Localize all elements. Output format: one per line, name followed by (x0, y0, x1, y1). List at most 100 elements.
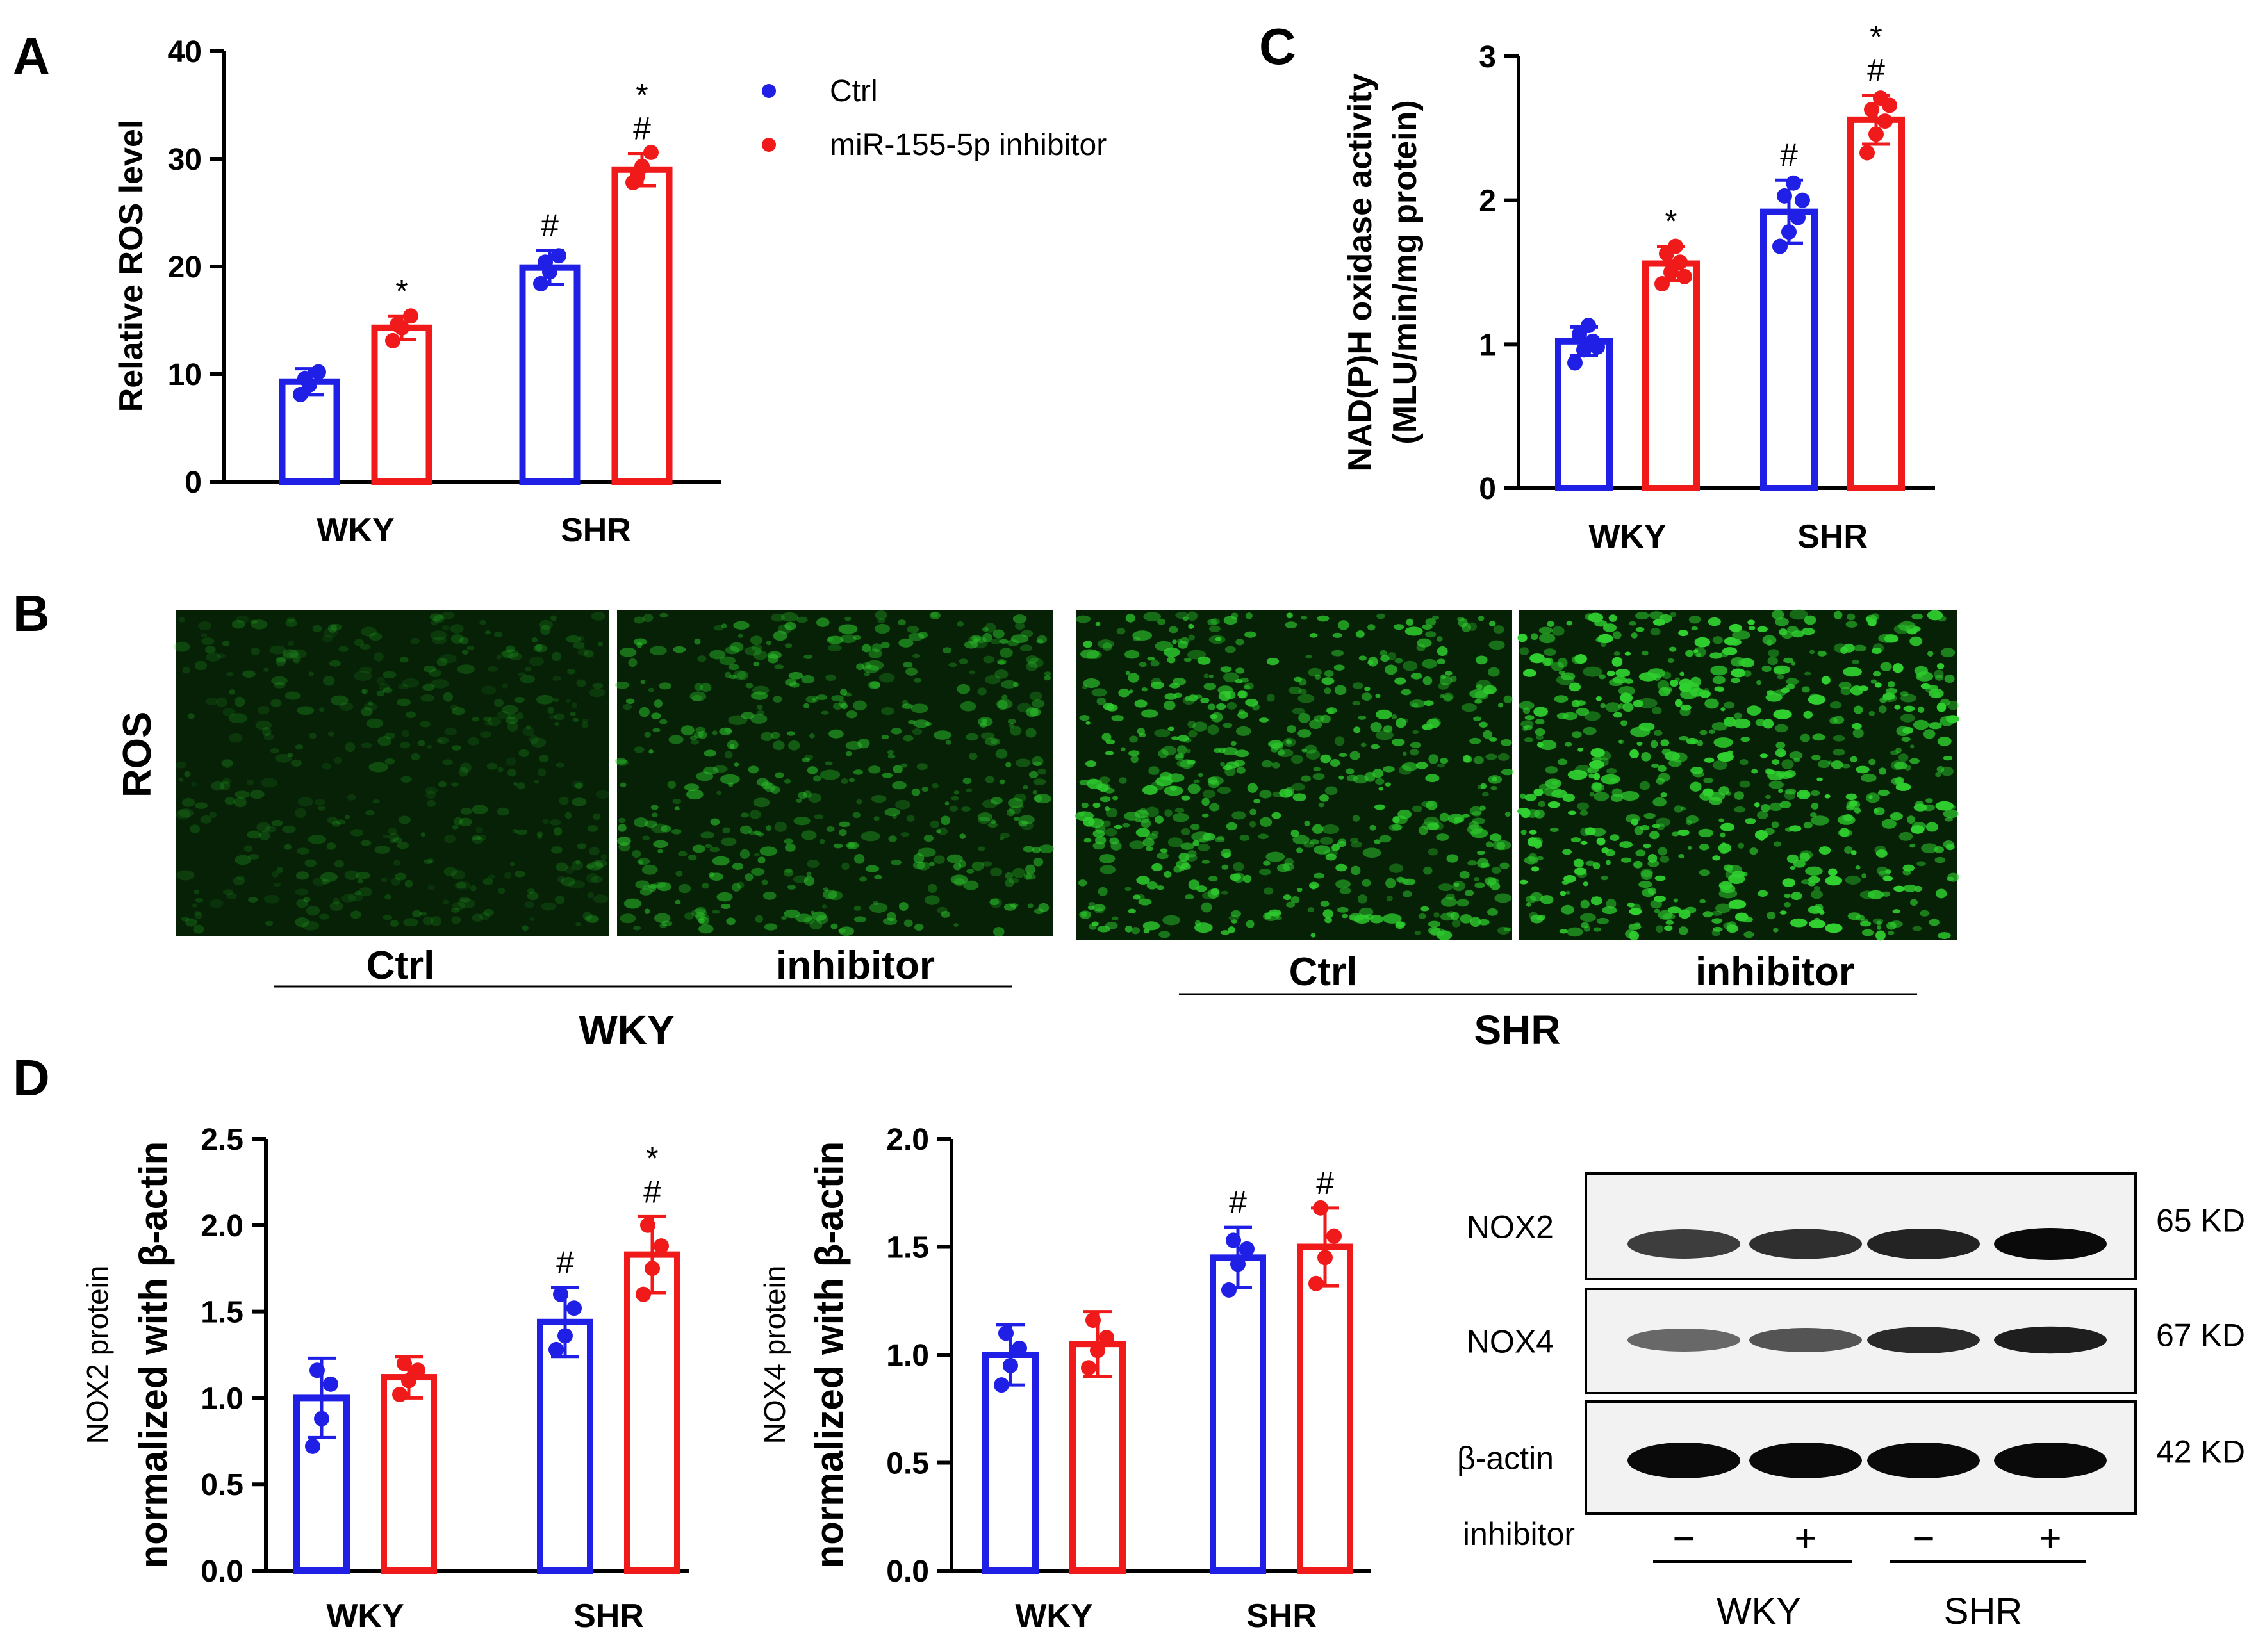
cell-mark (1167, 837, 1183, 847)
cell-mark (1380, 655, 1390, 662)
cell-mark (1829, 701, 1842, 709)
cell-mark (1810, 890, 1823, 899)
cell-mark (1739, 780, 1750, 788)
cell-mark (1767, 690, 1775, 696)
cell-mark (970, 638, 988, 649)
cell-mark (865, 865, 880, 872)
cell-mark (1141, 687, 1148, 692)
cell-mark (1378, 787, 1384, 791)
data-point (1781, 224, 1797, 240)
cell-mark (868, 681, 881, 689)
cell-mark (1146, 881, 1158, 890)
cell-mark (422, 916, 434, 926)
cell-mark (1768, 649, 1780, 657)
cell-mark (195, 897, 204, 903)
cell-mark (642, 835, 650, 840)
cell-mark (1606, 860, 1611, 865)
cell-mark (700, 683, 712, 692)
cell-mark (1092, 802, 1101, 808)
cell-mark (953, 790, 959, 795)
cell-mark (1464, 890, 1474, 896)
x-category-label: WKY (326, 1598, 404, 1635)
cell-mark (846, 751, 852, 756)
cell-mark (1124, 650, 1140, 659)
cell-mark (1158, 749, 1169, 758)
cell-mark (1290, 830, 1299, 838)
panel-letter-b: B (13, 585, 50, 642)
cell-mark (1452, 881, 1466, 892)
cell-mark (862, 664, 880, 673)
cell-mark (1923, 729, 1936, 739)
blot-band (1867, 1228, 1980, 1260)
cell-mark (216, 697, 227, 708)
cell-mark (350, 829, 364, 837)
cell-mark (1845, 793, 1857, 801)
cell-mark (1221, 930, 1230, 935)
cell-mark (1439, 675, 1453, 686)
cell-mark (1703, 777, 1713, 783)
data-point (1317, 1250, 1333, 1266)
cell-mark (1177, 735, 1189, 742)
data-point (566, 1300, 582, 1316)
cell-mark (1528, 853, 1538, 862)
cell-mark (1772, 609, 1784, 620)
cell-mark (1775, 712, 1783, 717)
cell-mark (1653, 730, 1663, 737)
cell-mark (936, 829, 941, 834)
data-point (1239, 1241, 1255, 1257)
cell-mark (275, 753, 292, 763)
cell-mark (1643, 812, 1656, 819)
cell-mark (1210, 618, 1220, 625)
treatment-mark: − (1672, 1517, 1695, 1560)
cell-mark (1428, 848, 1438, 856)
bar (1069, 1341, 1126, 1574)
cell-mark (1488, 667, 1500, 677)
cell-mark (1014, 794, 1027, 802)
cell-mark (1422, 724, 1434, 730)
cell-mark (1549, 827, 1559, 833)
cell-mark (1135, 828, 1151, 837)
cell-mark (1157, 885, 1164, 890)
cell-mark (479, 912, 490, 920)
cell-mark (859, 876, 867, 882)
cell-mark (1651, 764, 1660, 768)
cell-mark (1023, 846, 1034, 853)
cell-mark (322, 762, 331, 770)
cell-mark (1872, 643, 1884, 653)
cell-mark (764, 783, 776, 792)
cell-mark (1331, 650, 1344, 657)
cell-mark (1725, 871, 1735, 879)
cell-mark (1732, 630, 1750, 640)
cell-mark (1562, 849, 1572, 855)
cell-mark (591, 860, 603, 869)
cell-mark (1674, 805, 1683, 813)
cell-mark (1533, 839, 1542, 849)
cell-mark (1921, 843, 1938, 854)
cell-mark (1044, 675, 1051, 681)
cell-mark (916, 763, 928, 771)
cell-mark (451, 745, 462, 751)
cell-mark (577, 648, 589, 656)
cell-mark (1007, 718, 1016, 724)
cell-mark (1271, 742, 1283, 750)
cell-mark (1301, 615, 1308, 620)
cell-mark (442, 899, 449, 905)
cell-mark (620, 913, 636, 924)
cell-mark (1688, 616, 1701, 624)
cell-mark (1814, 917, 1820, 922)
cell-mark (1891, 777, 1904, 785)
cell-mark (1167, 773, 1185, 783)
cell-mark (833, 843, 843, 849)
cell-mark (1481, 862, 1490, 868)
cell-mark (739, 825, 752, 835)
cell-mark (841, 862, 850, 871)
cell-mark (516, 782, 525, 790)
cell-mark (875, 623, 891, 634)
cell-mark (680, 725, 695, 736)
cell-mark (774, 664, 784, 669)
cell-mark (1679, 671, 1685, 676)
cell-mark (788, 740, 800, 751)
cell-mark (757, 856, 766, 864)
